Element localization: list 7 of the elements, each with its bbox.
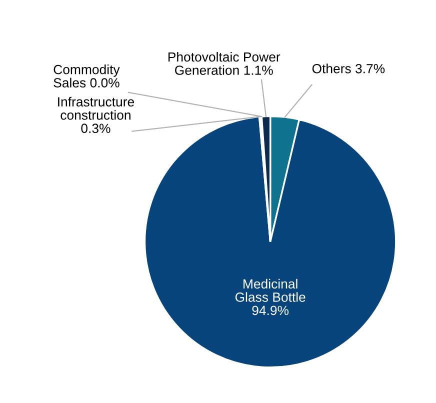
slice-label: Photovoltaic Power Generation 1.1% [168, 52, 280, 75]
slice-label: Medicinal Glass Bottle [235, 278, 306, 302]
slice-label: Infrastructure construction [58, 96, 134, 120]
slice-label: Others 3.7% [312, 64, 385, 74]
category-label: Commodity Sales 0.0% [54, 64, 120, 88]
data-label: 0.3% [81, 124, 110, 134]
data-label: 94.9% [252, 306, 289, 316]
